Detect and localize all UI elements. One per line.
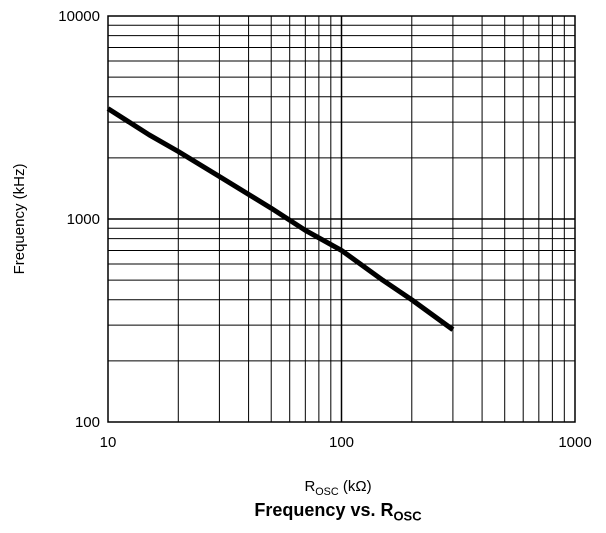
x-axis-label-main: R — [304, 478, 316, 495]
plot-frame — [107, 15, 576, 423]
y-tick-label: 1000 — [67, 211, 100, 228]
x-tick-label: 100 — [329, 434, 354, 451]
y-axis-label: Frequency (kHz) — [11, 164, 28, 275]
x-tick-label: 1000 — [558, 434, 591, 451]
x-axis-label: ROSC (kΩ) — [0, 478, 606, 498]
y-tick-labels: 10000 1000 100 — [58, 8, 100, 431]
grid — [108, 16, 575, 422]
chart-title: Frequency vs. ROSC — [0, 500, 606, 524]
x-axis-label-sub: OSC — [315, 485, 339, 498]
x-tick-label: 10 — [100, 434, 117, 451]
y-tick-label: 100 — [75, 414, 100, 431]
chart-title-main: Frequency vs. R — [254, 500, 394, 520]
chart-title-sub: OSC — [393, 508, 422, 524]
x-axis-label-unit: (kΩ) — [338, 478, 372, 495]
x-tick-labels: 10 100 1000 — [100, 434, 592, 451]
y-tick-label: 10000 — [58, 8, 100, 25]
series-line — [106, 106, 455, 332]
